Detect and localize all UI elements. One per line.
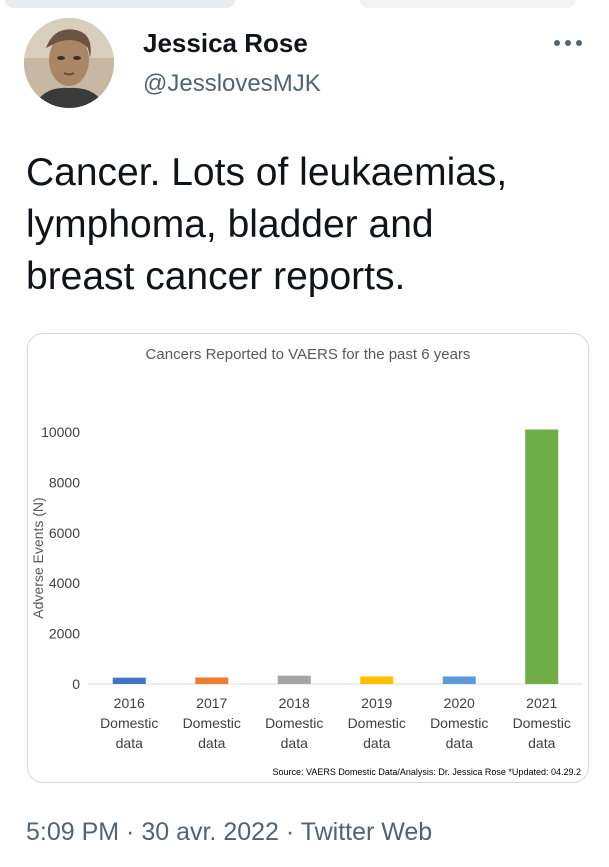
x-tick-label: 2021 [526,695,557,711]
author-handle[interactable]: @JesslovesMJK [143,70,321,97]
avatar[interactable] [24,18,114,108]
x-tick-label: data [281,735,308,751]
bar [195,677,229,684]
x-tick-label: data [363,735,390,751]
top-edge [0,0,609,14]
x-tick-label: 2019 [361,695,392,711]
bar-chart: Cancers Reported to VAERS for the past 6… [30,346,583,777]
tweet-line: lymphoma, bladder and [26,203,434,246]
bar [112,677,146,684]
y-tick-label: 8000 [49,474,80,490]
more-options-icon[interactable] [550,36,586,50]
profile-photo-icon [24,18,114,108]
top-fragment-left [5,0,235,8]
x-tick-label: 2020 [444,695,475,711]
chart-title: Cancers Reported to VAERS for the past 6… [146,346,471,363]
x-tick-label: Domestic [513,715,571,731]
x-tick-label: data [528,735,555,751]
author-name[interactable]: Jessica Rose [143,28,308,58]
tweet-text: Cancer. Lots of leukaemias, lymphoma, bl… [26,147,596,303]
top-fragment-right [360,0,575,8]
x-tick-label: Domestic [348,715,406,731]
tweet-line: breast cancer reports. [26,255,406,298]
x-tick-label: data [198,735,225,751]
x-tick-label: data [446,735,473,751]
x-tick-label: 2018 [279,695,310,711]
x-tick-label: 2016 [114,695,145,711]
x-tick-label: Domestic [265,715,323,731]
tweet-line: Cancer. Lots of leukaemias, [26,151,508,194]
bar [442,676,476,684]
chart-source-note: Source: VAERS Domestic Data/Analysis: Dr… [273,767,581,777]
bar [525,429,559,684]
y-axis-label: Adverse Events (N) [30,497,46,618]
x-tick-label: Domestic [183,715,241,731]
x-tick-label: 2017 [196,695,227,711]
y-tick-label: 0 [72,676,80,692]
y-tick-label: 10000 [41,424,80,440]
x-tick-label: Domestic [100,715,158,731]
bar [277,675,311,684]
chart-image[interactable]: Cancers Reported to VAERS for the past 6… [27,333,589,783]
x-tick-label: Domestic [430,715,488,731]
x-tick-label: data [116,735,143,751]
y-tick-label: 6000 [49,525,80,541]
y-tick-label: 4000 [49,575,80,591]
bar [360,676,394,684]
tweet-timestamp[interactable]: 5:09 PM · 30 avr. 2022 · Twitter Web [26,818,433,846]
y-tick-label: 2000 [49,626,80,642]
